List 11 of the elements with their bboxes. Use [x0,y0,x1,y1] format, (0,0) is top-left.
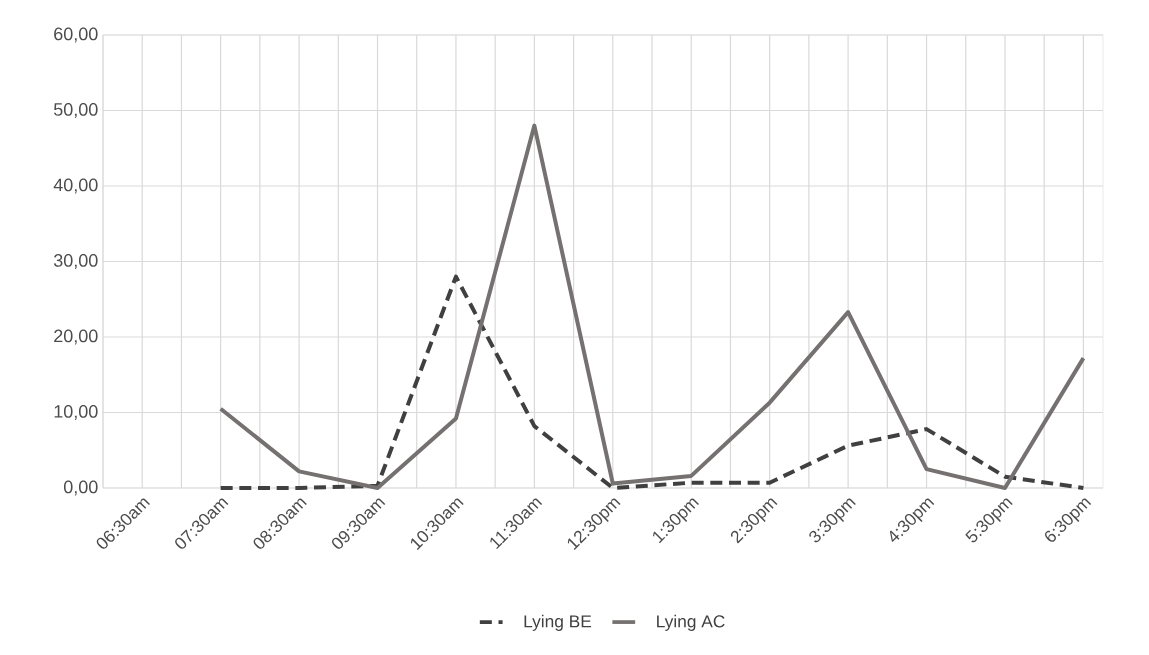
y-tick-label: 30,00 [53,254,98,269]
y-tick-label: 60,00 [54,27,98,43]
y-tick-label: 40,00 [53,178,98,194]
y-tick-label: 0,00 [63,480,98,496]
legend-label: Lying AC [657,614,725,631]
line-series [218,123,1086,490]
y-tick-label: 50,00 [53,103,98,118]
y-tick-label: 20,00 [54,329,98,345]
legend-label: Lying BE [524,614,592,631]
y-tick-label: 10,00 [54,405,98,420]
line-series [218,274,1086,490]
